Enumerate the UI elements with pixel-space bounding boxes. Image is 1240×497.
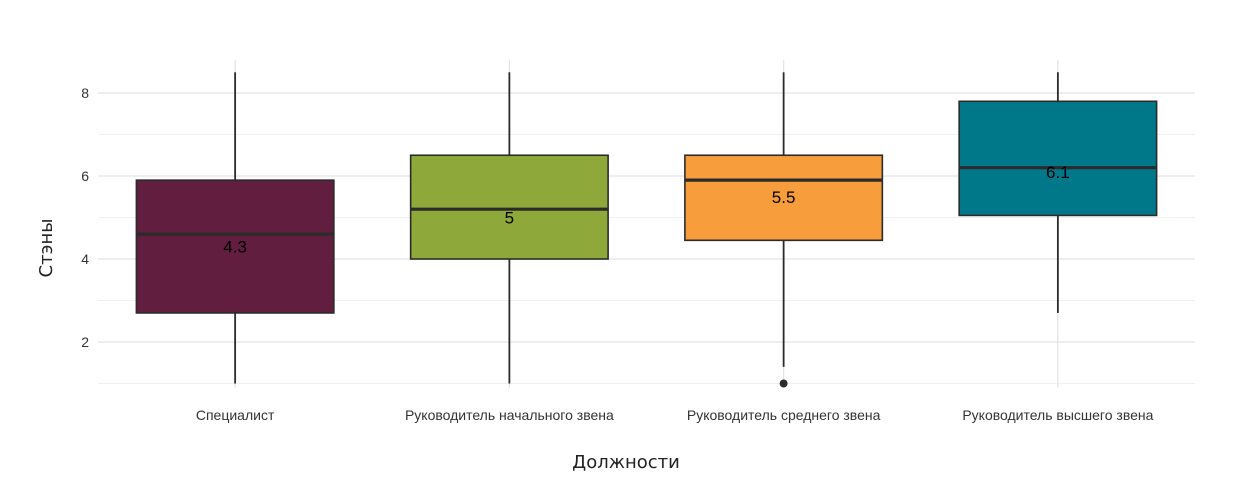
mean-label: 5 xyxy=(505,209,514,228)
box xyxy=(409,154,609,260)
box-group: 4.3 xyxy=(135,72,335,384)
y-axis-ticks: 2 4 6 8 xyxy=(81,85,89,350)
box xyxy=(135,179,335,314)
x-tick-label: Специалист xyxy=(196,407,275,423)
box-group: 6.1 xyxy=(958,72,1158,313)
box xyxy=(958,100,1158,217)
y-tick-label: 6 xyxy=(81,168,89,184)
mean-label: 6.1 xyxy=(1046,163,1070,182)
box xyxy=(684,154,884,242)
mean-label: 5.5 xyxy=(772,188,796,207)
y-tick-label: 2 xyxy=(81,334,89,350)
box-group: 5.5 xyxy=(684,72,884,388)
boxes-layer: 4.3 5 5.5 6.1 xyxy=(135,72,1158,388)
x-axis-title: Должности xyxy=(572,452,680,473)
y-axis-title: Стэны xyxy=(36,219,57,278)
x-axis-ticks: Специалист Руководитель начального звена Р… xyxy=(196,407,1154,423)
outlier-point xyxy=(779,379,788,388)
mean-label: 4.3 xyxy=(223,238,247,257)
box-group: 5 xyxy=(409,72,609,384)
y-tick-label: 8 xyxy=(81,85,89,101)
x-tick-label: Руководитель высшего звена xyxy=(962,407,1153,423)
x-tick-label: Руководитель среднего звена xyxy=(687,407,881,423)
y-tick-label: 4 xyxy=(81,251,89,267)
x-tick-label: Руководитель начального звена xyxy=(405,407,614,423)
